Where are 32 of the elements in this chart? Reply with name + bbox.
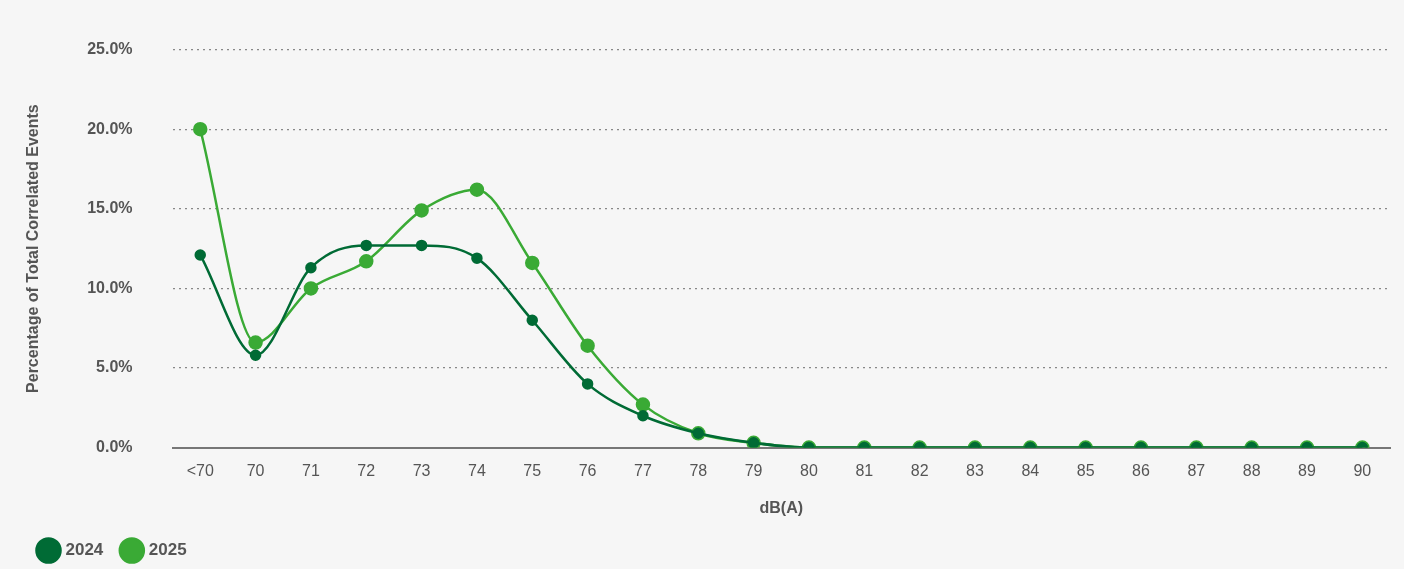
x-tick-label: 80: [800, 461, 818, 479]
x-tick-label: 77: [634, 461, 652, 479]
x-axis-title: dB(A): [759, 498, 804, 516]
x-tick-label: 76: [578, 461, 597, 479]
x-tick-label: 79: [744, 461, 763, 479]
x-tick-label: 81: [855, 461, 874, 479]
x-tick-label: 86: [1132, 461, 1150, 479]
x-tick-label: 74: [468, 461, 486, 479]
x-tick-label: 75: [523, 461, 542, 479]
x-tick-label: 71: [302, 461, 320, 479]
y-tick-label: 25.0%: [87, 40, 133, 58]
y-tick-label: 0.0%: [96, 438, 133, 456]
x-tick-label: 73: [412, 461, 431, 479]
x-tick-label: 85: [1076, 461, 1095, 479]
x-tick-label: 83: [966, 461, 984, 479]
legend-label: 2024: [65, 540, 104, 560]
y-tick-label: 20.0%: [87, 119, 133, 137]
x-tick-label: 88: [1242, 461, 1261, 479]
y-tick-label: 10.0%: [87, 278, 133, 296]
x-tick-label: 87: [1187, 461, 1206, 479]
x-tick-label: 78: [689, 461, 708, 479]
x-tick-label: 89: [1298, 461, 1316, 479]
x-tick-label: 82: [910, 461, 929, 479]
legend-label: 2025: [148, 540, 187, 560]
x-tick-label: 90: [1353, 461, 1372, 479]
x-tick-label: <70: [186, 461, 214, 479]
y-tick-label: 15.0%: [87, 199, 133, 217]
y-tick-label: 5.0%: [96, 358, 133, 376]
x-tick-label: 70: [246, 461, 265, 479]
x-tick-label: 84: [1021, 461, 1040, 479]
y-axis-title: Percentage of Total Correlated Events: [24, 104, 42, 393]
x-tick-label: 72: [357, 461, 376, 479]
